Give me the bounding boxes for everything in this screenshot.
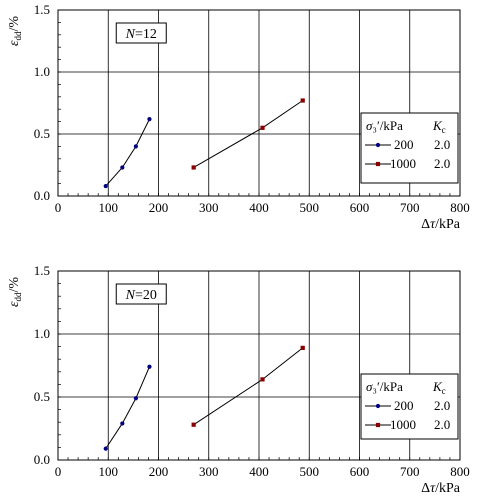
- legend-header-k: Kc: [432, 118, 446, 135]
- x-minor-ticks: [57, 9, 461, 197]
- x-tick-label: 0: [55, 464, 62, 479]
- y-tick-label: 0.5: [34, 389, 50, 404]
- x-minor-ticks: [57, 270, 461, 461]
- x-tick-label: 800: [450, 464, 470, 479]
- data-point: [103, 446, 108, 451]
- x-tick-label: 400: [249, 200, 269, 215]
- y-tick-label: 1.0: [34, 326, 50, 341]
- data-point: [300, 98, 305, 103]
- x-tick-label: 200: [149, 464, 169, 479]
- legend: σ₃′/kPa Kc 200 2.0 1000 2.0: [360, 112, 459, 184]
- x-tick-label: 600: [350, 464, 370, 479]
- legend-entry-k: 2.0: [434, 156, 450, 171]
- legend-header-sigma: σ₃′/kPa: [366, 379, 403, 394]
- data-point: [133, 396, 138, 401]
- legend-entry-label: 200: [394, 137, 414, 152]
- data-point: [191, 422, 196, 427]
- legend-entry-label: 1000: [390, 417, 416, 432]
- data-point: [147, 364, 152, 369]
- y-tick-label: 1.5: [34, 263, 50, 278]
- legend-box: [360, 112, 459, 184]
- legend-entry-k: 2.0: [434, 417, 450, 432]
- legend-swatch-marker: [375, 422, 381, 428]
- series-line: [105, 366, 150, 449]
- y-tick-label: 0.0: [34, 452, 50, 467]
- annotation-label: N=12: [125, 27, 157, 42]
- data-point: [133, 144, 138, 149]
- x-tick-label: 500: [300, 464, 320, 479]
- series-200: [103, 117, 152, 189]
- series-1000: [191, 98, 305, 170]
- data-point: [120, 165, 125, 170]
- x-tick-label: 200: [149, 200, 169, 215]
- x-tick-label: 400: [249, 464, 269, 479]
- y-axis-label: εdd/%: [7, 16, 23, 46]
- data-point: [147, 117, 152, 122]
- series-line: [193, 347, 304, 426]
- legend-swatch-marker: [375, 142, 381, 148]
- x-axis-label: Δτ/kPa: [421, 481, 461, 496]
- annotation-box: [115, 22, 167, 44]
- y-tick-label: 0.5: [34, 126, 50, 141]
- y-tick-label: 1.0: [34, 64, 50, 79]
- data-point: [260, 125, 265, 130]
- legend-header-sigma: σ₃′/kPa: [366, 118, 403, 133]
- x-tick-label: 0: [55, 200, 62, 215]
- x-axis-label: Δτ/kPa: [421, 217, 461, 232]
- x-tick-label: 700: [400, 200, 420, 215]
- x-tick-label: 700: [400, 464, 420, 479]
- chart-panel-1: 0 100 200 300 400 500 600 700 800 0.0 0.5 1.0 1.5 Δτ/…: [7, 2, 470, 232]
- legend-header-k: Kc: [432, 379, 446, 396]
- data-point: [120, 421, 125, 426]
- x-tick-label: 100: [99, 200, 119, 215]
- series-1000: [191, 345, 305, 427]
- series-200: [103, 364, 152, 451]
- legend-entry-k: 2.0: [434, 137, 450, 152]
- data-point: [260, 377, 265, 382]
- x-tick-label: 600: [350, 200, 370, 215]
- annotation-label: N=20: [125, 288, 157, 303]
- legend-entry-label: 1000: [390, 156, 416, 171]
- chart-panel-2: 0 100 200 300 400 500 600 700 800 0.0 0.5 1.0 1.5 Δτ/…: [7, 263, 470, 496]
- legend: σ₃′/kPa Kc 200 2.0 1000 2.0: [360, 373, 459, 440]
- legend-swatch-marker: [375, 403, 381, 409]
- y-tick-label: 0.0: [34, 188, 50, 203]
- x-tick-label: 100: [99, 464, 119, 479]
- legend-entry-label: 200: [394, 398, 414, 413]
- annotation-box: [115, 283, 167, 305]
- x-tick-label: 300: [199, 200, 219, 215]
- data-point: [103, 183, 108, 189]
- legend-swatch-marker: [375, 161, 381, 167]
- x-tick-label: 800: [450, 200, 470, 215]
- series-line: [105, 118, 150, 187]
- y-tick-label: 1.5: [34, 2, 50, 17]
- data-point: [300, 345, 305, 350]
- y-axis-label: εdd/%: [7, 277, 23, 307]
- legend-entry-k: 2.0: [434, 398, 450, 413]
- x-tick-label: 500: [300, 200, 320, 215]
- data-point: [191, 165, 196, 170]
- x-tick-label: 300: [199, 464, 219, 479]
